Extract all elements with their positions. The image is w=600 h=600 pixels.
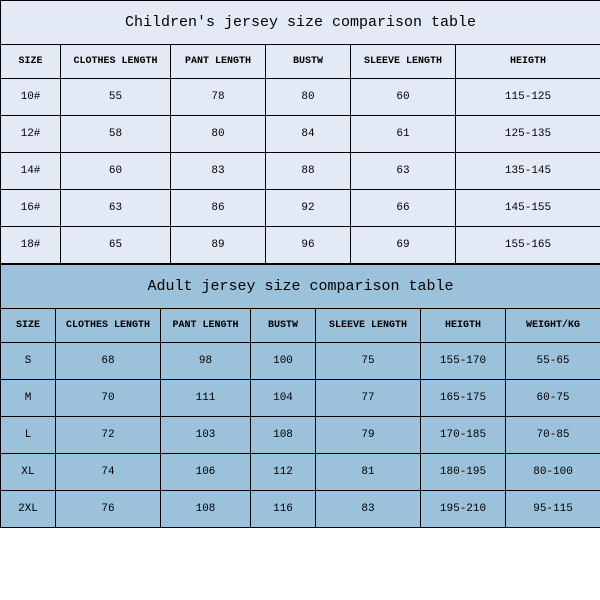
col-size: SIZE	[1, 45, 61, 79]
cell: 115-125	[456, 79, 600, 116]
children-title-row: Children's jersey size comparison table	[1, 1, 600, 45]
cell: 55	[61, 79, 171, 116]
cell: 12#	[1, 116, 61, 153]
cell: 70	[56, 380, 161, 417]
cell: 63	[351, 153, 456, 190]
cell: 103	[161, 417, 251, 454]
cell: 74	[56, 454, 161, 491]
adult-header-row: SIZE CLOTHES LENGTH PANT LENGTH BUSTW SL…	[1, 309, 600, 343]
children-size-table: Children's jersey size comparison table …	[0, 0, 600, 264]
cell: 155-165	[456, 227, 600, 264]
cell: 155-170	[421, 343, 506, 380]
cell: 80	[171, 116, 266, 153]
table-row: XL 74 106 112 81 180-195 80-100	[1, 454, 600, 491]
col-sleeve-length: SLEEVE LENGTH	[316, 309, 421, 343]
cell: 79	[316, 417, 421, 454]
col-pant-length: PANT LENGTH	[171, 45, 266, 79]
cell: 18#	[1, 227, 61, 264]
cell: 88	[266, 153, 351, 190]
cell: 70-85	[506, 417, 600, 454]
cell: 92	[266, 190, 351, 227]
table-row: S 68 98 100 75 155-170 55-65	[1, 343, 600, 380]
cell: 80-100	[506, 454, 600, 491]
cell: 72	[56, 417, 161, 454]
col-weight-kg: WEIGHT/KG	[506, 309, 600, 343]
cell: 68	[56, 343, 161, 380]
cell: 16#	[1, 190, 61, 227]
col-pant-length: PANT LENGTH	[161, 309, 251, 343]
adult-title: Adult jersey size comparison table	[1, 265, 600, 309]
cell: 10#	[1, 79, 61, 116]
cell: 125-135	[456, 116, 600, 153]
cell: 98	[161, 343, 251, 380]
children-title: Children's jersey size comparison table	[1, 1, 600, 45]
cell: XL	[1, 454, 56, 491]
cell: 83	[171, 153, 266, 190]
cell: 65	[61, 227, 171, 264]
table-row: 12# 58 80 84 61 125-135	[1, 116, 600, 153]
table-row: 10# 55 78 80 60 115-125	[1, 79, 600, 116]
cell: 55-65	[506, 343, 600, 380]
cell: 180-195	[421, 454, 506, 491]
cell: 58	[61, 116, 171, 153]
adult-size-table: Adult jersey size comparison table SIZE …	[0, 264, 600, 528]
cell: 195-210	[421, 491, 506, 528]
cell: 108	[251, 417, 316, 454]
cell: 104	[251, 380, 316, 417]
cell: S	[1, 343, 56, 380]
cell: 81	[316, 454, 421, 491]
table-row: 2XL 76 108 116 83 195-210 95-115	[1, 491, 600, 528]
cell: 89	[171, 227, 266, 264]
cell: 96	[266, 227, 351, 264]
col-clothes-length: CLOTHES LENGTH	[61, 45, 171, 79]
cell: 75	[316, 343, 421, 380]
col-sleeve-length: SLEEVE LENGTH	[351, 45, 456, 79]
cell: 61	[351, 116, 456, 153]
cell: 77	[316, 380, 421, 417]
cell: 60	[61, 153, 171, 190]
cell: 69	[351, 227, 456, 264]
cell: 95-115	[506, 491, 600, 528]
cell: 60-75	[506, 380, 600, 417]
cell: 108	[161, 491, 251, 528]
col-bustw: BUSTW	[251, 309, 316, 343]
col-size: SIZE	[1, 309, 56, 343]
table-row: M 70 111 104 77 165-175 60-75	[1, 380, 600, 417]
cell: 78	[171, 79, 266, 116]
cell: 106	[161, 454, 251, 491]
cell: 76	[56, 491, 161, 528]
table-row: 16# 63 86 92 66 145-155	[1, 190, 600, 227]
col-clothes-length: CLOTHES LENGTH	[56, 309, 161, 343]
children-header-row: SIZE CLOTHES LENGTH PANT LENGTH BUSTW SL…	[1, 45, 600, 79]
col-heigth: HEIGTH	[456, 45, 600, 79]
cell: L	[1, 417, 56, 454]
cell: 63	[61, 190, 171, 227]
cell: 60	[351, 79, 456, 116]
cell: 14#	[1, 153, 61, 190]
adult-title-row: Adult jersey size comparison table	[1, 265, 600, 309]
cell: 86	[171, 190, 266, 227]
cell: 135-145	[456, 153, 600, 190]
cell: M	[1, 380, 56, 417]
table-row: 18# 65 89 96 69 155-165	[1, 227, 600, 264]
col-bustw: BUSTW	[266, 45, 351, 79]
cell: 170-185	[421, 417, 506, 454]
cell: 83	[316, 491, 421, 528]
cell: 111	[161, 380, 251, 417]
cell: 2XL	[1, 491, 56, 528]
cell: 145-155	[456, 190, 600, 227]
cell: 112	[251, 454, 316, 491]
table-row: L 72 103 108 79 170-185 70-85	[1, 417, 600, 454]
col-heigth: HEIGTH	[421, 309, 506, 343]
cell: 80	[266, 79, 351, 116]
table-row: 14# 60 83 88 63 135-145	[1, 153, 600, 190]
cell: 66	[351, 190, 456, 227]
cell: 84	[266, 116, 351, 153]
cell: 165-175	[421, 380, 506, 417]
cell: 100	[251, 343, 316, 380]
cell: 116	[251, 491, 316, 528]
